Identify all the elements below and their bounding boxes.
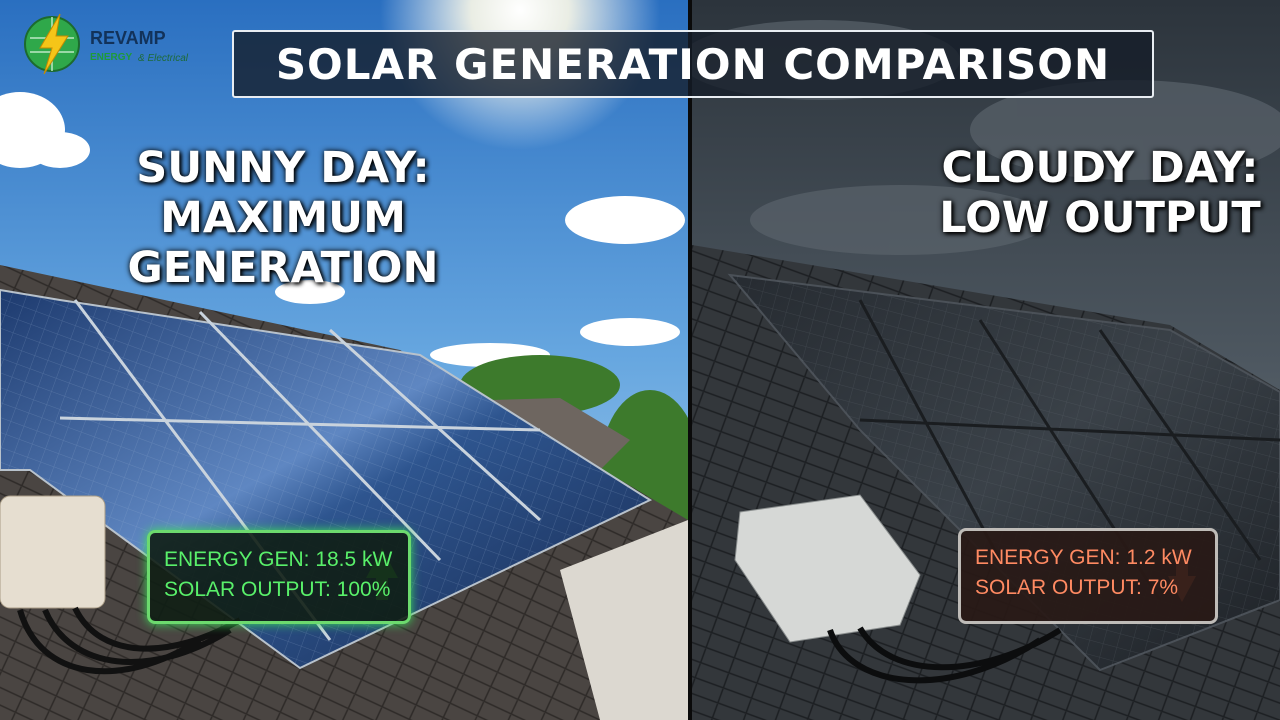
cables (17, 606, 242, 675)
neighbor-roof (490, 398, 630, 470)
title-box: SOLAR GENERATION COMPARISON (232, 30, 1154, 98)
panel-frames (59, 299, 542, 641)
heading-line: CLOUDY DAY: (941, 143, 1259, 193)
logo-tagline: ENERGY (90, 52, 133, 63)
sunny-heading: SUNNY DAY: MAXIMUM GENERATION (0, 143, 566, 293)
panel-frames (858, 299, 1280, 601)
readout-line: SOLAR OUTPUT: 7% (975, 576, 1179, 599)
logo-name: REVAMP (90, 28, 166, 48)
readout-line: ENERGY GEN: 1.2 kW (975, 546, 1192, 569)
logo-icon (24, 13, 80, 75)
title: SOLAR GENERATION COMPARISON (275, 39, 1111, 89)
readout-line: ENERGY GEN: 18.5 kW (164, 548, 393, 571)
solar-cells (0, 290, 650, 668)
junction-box (0, 495, 106, 609)
house-wall (560, 520, 688, 720)
sunny-readout: ENERGY GEN: 18.5 kW SOLAR OUTPUT: 100% (147, 530, 411, 624)
cables (827, 626, 1062, 684)
heading-line: SUNNY DAY: (136, 143, 430, 193)
heading-line: LOW OUTPUT (939, 193, 1261, 243)
divider (688, 0, 692, 720)
heading-line: MAXIMUM GENERATION (127, 193, 439, 293)
junction-box (734, 494, 921, 643)
clouds (0, 92, 685, 367)
cloudy-readout: ENERGY GEN: 1.2 kW SOLAR OUTPUT: 7% (958, 528, 1218, 624)
readout-line: SOLAR OUTPUT: 100% (164, 578, 391, 601)
cloudy-heading: CLOUDY DAY: LOW OUTPUT (930, 143, 1270, 243)
logo-subtagline: & Electrical (138, 53, 189, 64)
